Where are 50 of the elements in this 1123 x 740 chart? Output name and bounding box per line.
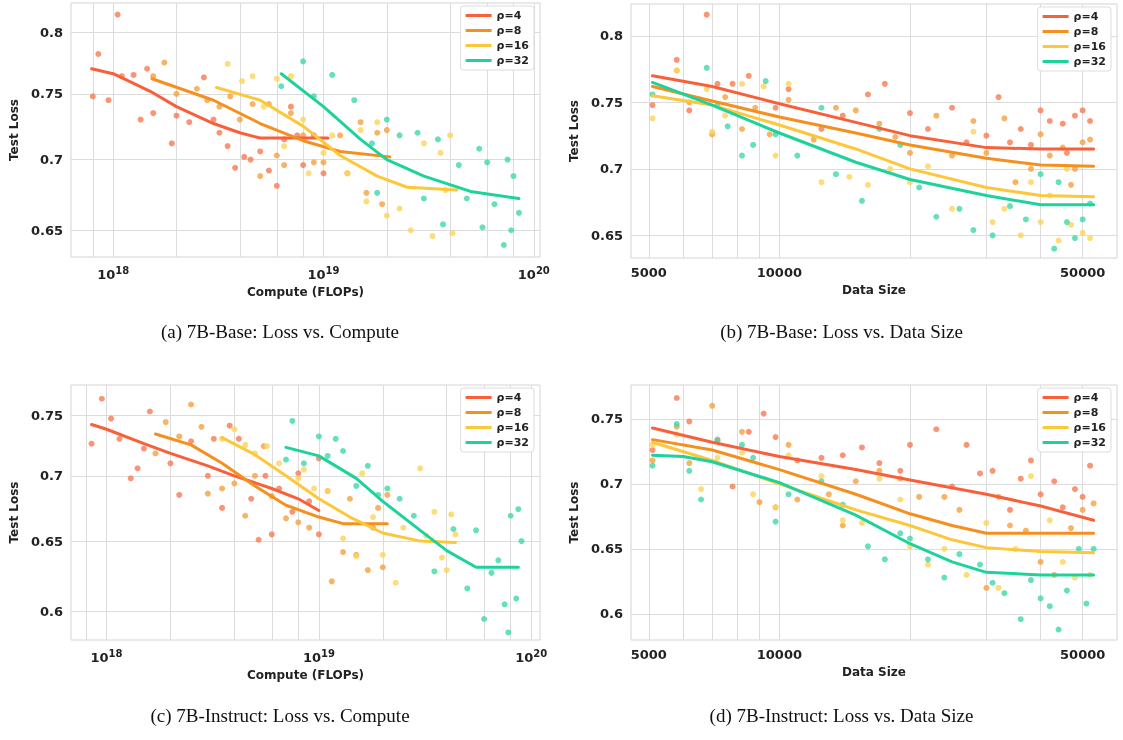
legend-label: ρ=8	[496, 406, 522, 419]
y-tick-label: 0.6	[39, 604, 63, 620]
legend-label: ρ=4	[496, 9, 522, 22]
y-axis-title: Test Loss	[7, 99, 21, 161]
legend-label: ρ=4	[1073, 10, 1099, 23]
text: (a) 7B-Base: Loss vs. Compute	[160, 321, 400, 343]
x-tick-label: 5000	[630, 265, 667, 280]
x-tick-label: 10000	[756, 265, 802, 280]
x-tick-label: 50000	[1060, 265, 1106, 280]
legend-label: ρ=8	[496, 24, 522, 37]
text: (d) 7B-Instruct: Loss vs. Data Size	[709, 705, 974, 727]
y-tick-label: 0.65	[590, 227, 623, 243]
y-axis-title: Test Loss	[7, 481, 21, 544]
legend-label: ρ=4	[496, 391, 522, 404]
y-axis-title: Test Loss	[567, 481, 582, 544]
legend-label: ρ=32	[496, 54, 530, 67]
y-tick-label: 0.7	[599, 476, 623, 492]
y-tick-label: 0.65	[30, 533, 63, 549]
y-tick-label: 0.75	[30, 407, 63, 423]
y-tick-label: 0.65	[30, 222, 63, 238]
x-axis-title: Compute (FLOPs)	[246, 667, 365, 682]
y-tick-label: 0.8	[599, 28, 623, 44]
x-tick-label: 50000	[1060, 647, 1106, 662]
y-tick-label: 0.8	[39, 24, 63, 40]
legend-label: ρ=8	[1073, 25, 1099, 38]
x-tick-label: 5000	[630, 647, 667, 662]
y-axis-title: Test Loss	[567, 100, 582, 162]
x-axis-title: Compute (FLOPs)	[246, 284, 365, 299]
y-tick-label: 0.75	[30, 86, 63, 102]
y-tick-label: 0.65	[590, 541, 623, 557]
text: (b) 7B-Base: Loss vs. Data Size	[720, 321, 963, 343]
legend-label: ρ=16	[496, 39, 530, 52]
legend-label: ρ=8	[1073, 406, 1099, 419]
y-tick-label: 0.6	[599, 606, 623, 622]
legend-label: ρ=4	[1073, 391, 1099, 404]
y-tick-label: 0.7	[39, 152, 63, 168]
y-tick-label: 0.7	[599, 161, 623, 177]
x-tick-label: 10000	[756, 647, 802, 662]
y-tick-label: 0.75	[590, 94, 623, 110]
legend-label: ρ=32	[496, 436, 530, 449]
x-axis-title: Data Size	[842, 283, 906, 297]
legend-label: ρ=32	[1073, 436, 1107, 449]
legend-label: ρ=16	[1073, 421, 1107, 434]
legend-label: ρ=16	[496, 421, 530, 434]
legend-label: ρ=16	[1073, 40, 1107, 53]
y-tick-label: 0.75	[590, 411, 623, 427]
legend-label: ρ=32	[1073, 55, 1107, 68]
x-axis-title: Data Size	[842, 665, 906, 679]
y-tick-label: 0.7	[39, 468, 63, 484]
text: (c) 7B-Instruct: Loss vs. Compute	[150, 705, 410, 727]
